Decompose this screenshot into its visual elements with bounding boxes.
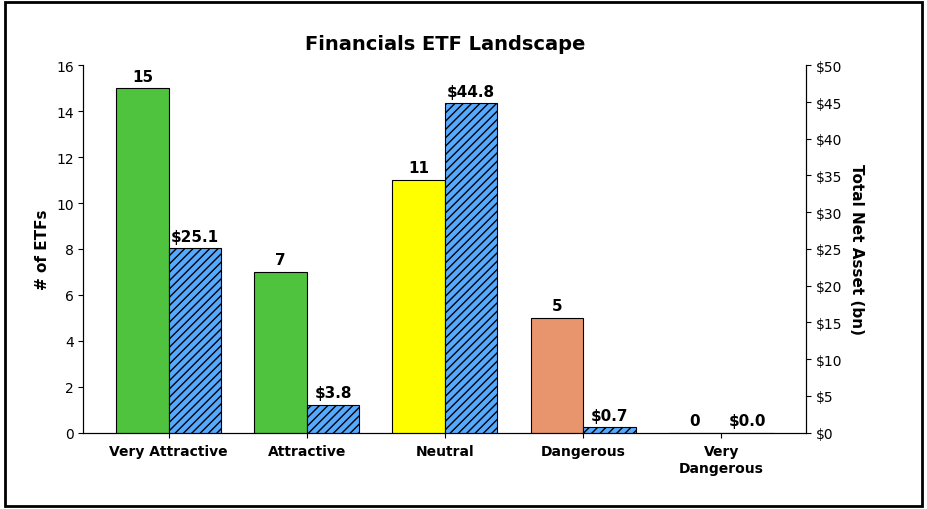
Bar <box>254 272 307 433</box>
Text: 7: 7 <box>275 253 286 268</box>
Y-axis label: # of ETFs: # of ETFs <box>35 209 50 290</box>
Text: $0.7: $0.7 <box>590 408 628 423</box>
Text: $3.8: $3.8 <box>314 385 352 400</box>
Text: 11: 11 <box>408 161 429 176</box>
Bar <box>307 405 360 433</box>
Text: 15: 15 <box>132 70 153 84</box>
Text: $0.0: $0.0 <box>729 413 766 428</box>
Bar <box>445 104 498 433</box>
Title: Financials ETF Landscape: Financials ETF Landscape <box>305 35 585 53</box>
Text: 0: 0 <box>690 413 700 428</box>
Text: 5: 5 <box>552 299 562 314</box>
Y-axis label: Total Net Asset (bn): Total Net Asset (bn) <box>848 164 864 335</box>
Bar <box>169 249 222 433</box>
Bar <box>583 428 636 433</box>
Bar <box>116 89 169 433</box>
Bar <box>392 181 445 433</box>
Bar <box>530 318 583 433</box>
Text: $25.1: $25.1 <box>171 229 219 244</box>
Text: $44.8: $44.8 <box>447 84 495 100</box>
